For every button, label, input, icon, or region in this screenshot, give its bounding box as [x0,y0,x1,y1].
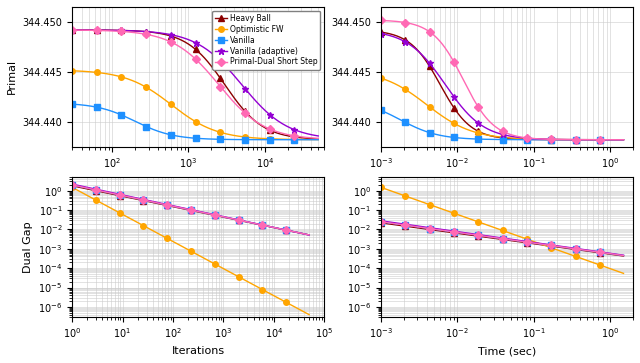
Optimistic FW [276,137,284,141]
Optimistic FW [314,138,322,142]
Heavy Ball [214,73,221,77]
Vanilla [69,102,77,106]
Optimistic FW [291,137,299,142]
Line: Primal-Dual Short Step: Primal-Dual Short Step [69,27,321,141]
Optimistic FW [219,131,227,135]
Vanilla (adaptive) [214,56,221,61]
Vanilla [219,137,227,142]
Primal-Dual Short Step [214,81,221,86]
Line: Vanilla (adaptive): Vanilla (adaptive) [68,26,322,139]
Heavy Ball [215,74,223,78]
Primal-Dual Short Step [68,28,76,32]
Vanilla [276,138,284,142]
Heavy Ball [276,132,284,136]
Primal-Dual Short Step [291,134,299,138]
X-axis label: Iterations: Iterations [172,346,225,356]
Primal-Dual Short Step [219,87,227,92]
Primal-Dual Short Step [314,136,322,140]
Line: Heavy Ball: Heavy Ball [69,27,321,142]
Legend: Heavy Ball, Optimistic FW, Vanilla, Vanilla (adaptive), Primal-Dual Short Step: Heavy Ball, Optimistic FW, Vanilla, Vani… [212,11,321,69]
Heavy Ball [291,135,299,139]
Y-axis label: Primal: Primal [7,59,17,94]
Vanilla (adaptive) [276,120,284,124]
Heavy Ball [314,137,322,141]
Optimistic FW [214,129,221,134]
Heavy Ball [219,79,227,84]
Heavy Ball [68,28,76,32]
Vanilla [214,137,221,142]
Vanilla (adaptive) [219,61,227,65]
Line: Optimistic FW: Optimistic FW [69,68,321,142]
Vanilla (adaptive) [215,57,223,61]
Vanilla (adaptive) [69,28,77,32]
Optimistic FW [69,69,77,73]
Primal-Dual Short Step [69,28,77,32]
X-axis label: Time (sec): Time (sec) [478,346,536,356]
Line: Vanilla: Vanilla [69,101,321,143]
Optimistic FW [215,130,223,134]
Vanilla (adaptive) [314,134,322,138]
Vanilla (adaptive) [291,128,299,132]
Vanilla (adaptive) [68,28,76,32]
Heavy Ball [69,28,77,32]
Vanilla [68,102,76,106]
Vanilla [314,138,322,142]
Y-axis label: Dual Gap: Dual Gap [22,221,33,273]
Optimistic FW [68,69,76,73]
Primal-Dual Short Step [276,130,284,135]
Primal-Dual Short Step [215,82,223,87]
Vanilla [215,137,223,142]
Vanilla [291,138,299,142]
